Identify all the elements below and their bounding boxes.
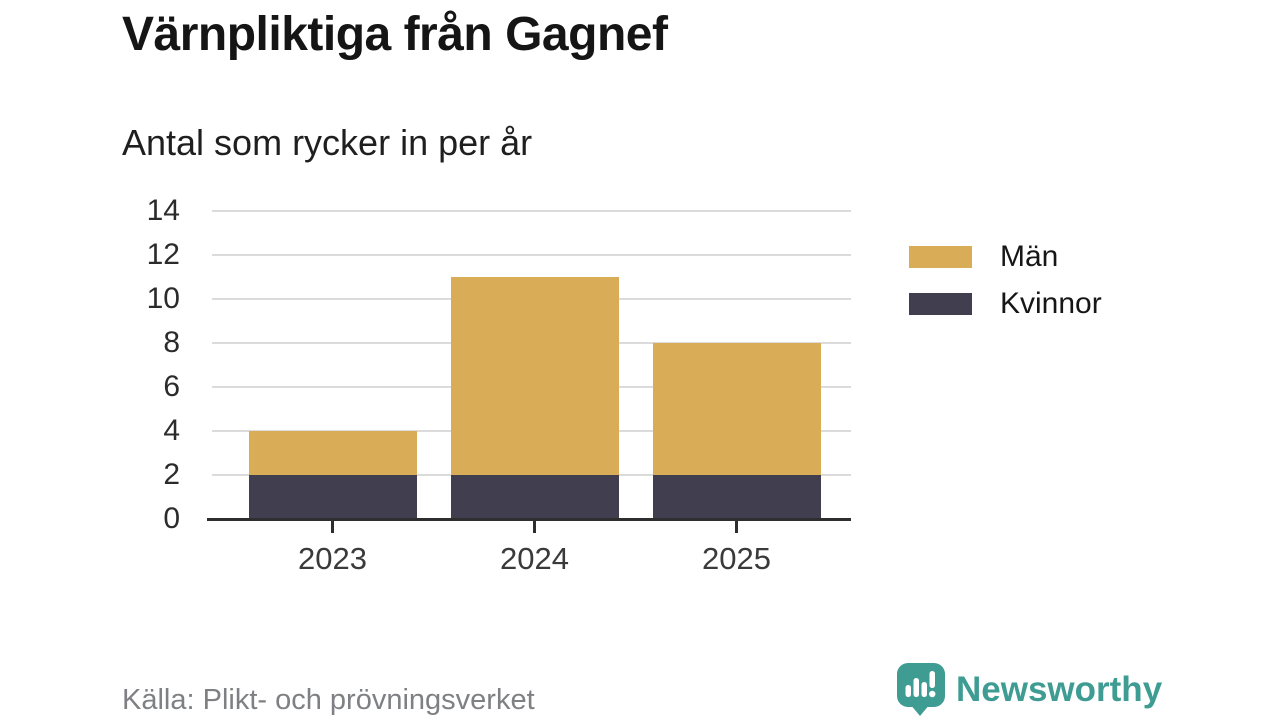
y-tick-label-6: 6 (163, 370, 180, 403)
x-tick-label-2024: 2024 (500, 541, 569, 576)
legend-swatch-kvinnor (909, 292, 972, 315)
x-tick-label-2025: 2025 (702, 541, 771, 576)
gridline-14 (212, 210, 851, 212)
legend-item-m-n: Män (909, 240, 1102, 273)
source-caption: Källa: Plikt- och prövningsverket (122, 684, 535, 716)
plot-area: 0 2 4 6 8 10 12 14 2023 2024 2025 (147, 194, 851, 576)
x-tick-2023 (331, 521, 334, 533)
newsworthy-logo: Newsworthy (897, 663, 1162, 717)
chart-title: Värnpliktiga från Gagnef (122, 8, 668, 61)
bar-segment-2023-m-n (248, 431, 417, 475)
x-tick-2025 (735, 521, 738, 533)
y-tick-label-12: 12 (146, 238, 180, 271)
bar-segment-2025-kvinnor (652, 475, 821, 519)
bar-segment-2023-kvinnor (248, 475, 417, 519)
bar-segment-2025-m-n (652, 343, 821, 475)
legend-label-kvinnor: Kvinnor (1000, 286, 1102, 320)
chart-subtitle: Antal som rycker in per år (122, 122, 533, 163)
y-axis-labels: 0 2 4 6 8 10 12 14 (94, 194, 196, 535)
bar-segment-2024-kvinnor (450, 475, 619, 519)
legend-swatch-m-n (909, 245, 972, 268)
newsworthy-icon (897, 663, 945, 716)
newsworthy-wordmark: Newsworthy (956, 670, 1163, 709)
legend-item-kvinnor: Kvinnor (909, 287, 1102, 320)
y-tick-label-10: 10 (146, 282, 180, 315)
legend-label-m-n: Män (1000, 239, 1059, 273)
bars (212, 211, 851, 519)
gridline-12 (212, 254, 851, 256)
bar-segment-2024-m-n (450, 277, 619, 475)
x-axis-line (207, 518, 851, 521)
y-tick-label-4: 4 (163, 414, 180, 447)
y-tick-label-0: 0 (163, 502, 180, 535)
x-tick-label-2023: 2023 (298, 541, 367, 576)
y-tick-label-14: 14 (146, 194, 180, 227)
x-tick-2024 (533, 521, 536, 533)
y-tick-label-2: 2 (163, 458, 180, 491)
legend: Män Kvinnor (909, 240, 1102, 339)
y-tick-label-8: 8 (163, 326, 180, 359)
